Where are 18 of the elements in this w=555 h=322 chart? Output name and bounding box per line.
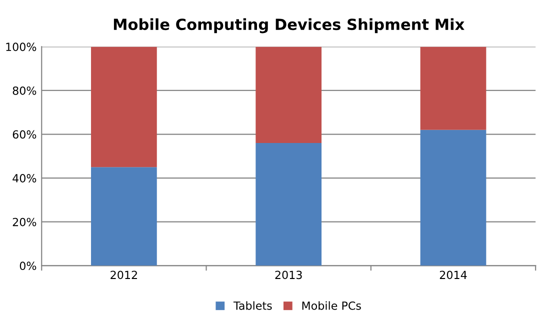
bar	[420, 46, 486, 130]
y-tick-label: 60%	[12, 130, 36, 139]
y-tick-label: 20%	[12, 218, 36, 226]
y-tick-label: 100%	[6, 42, 36, 52]
legend-label: Mobile PCs	[302, 301, 361, 310]
x-tick-label: 2013	[275, 270, 302, 280]
x-tick-label: 2014	[440, 270, 467, 280]
y-tick-label: 0%	[20, 262, 36, 270]
bar	[91, 167, 157, 266]
bar	[420, 130, 486, 266]
y-tick-label: 40%	[12, 174, 36, 182]
legend-label: Tablets	[233, 301, 272, 310]
y-tick-label: 80%	[12, 86, 36, 95]
bar	[91, 46, 157, 168]
bar	[256, 46, 322, 144]
chart-title: Mobile Computing Devices Shipment Mix	[114, 18, 464, 34]
bar	[256, 143, 322, 266]
x-tick-label: 2012	[110, 270, 137, 280]
